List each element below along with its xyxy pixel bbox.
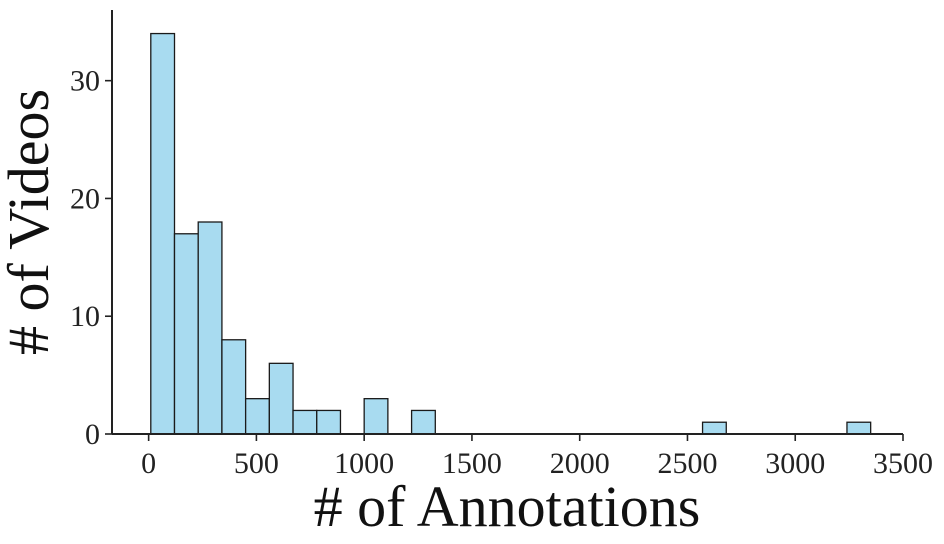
y-tick-label: 30 [70, 65, 100, 98]
y-axis-ticks: 0 10 20 30 [70, 65, 112, 451]
x-tick-label: 1000 [334, 447, 394, 480]
y-axis-label: # of Videos [0, 89, 61, 355]
histogram-bar [268, 362, 294, 435]
histogram-bars [150, 32, 872, 435]
y-tick-label: 20 [70, 182, 100, 215]
histogram-bar [410, 409, 436, 435]
x-tick-label: 500 [234, 447, 279, 480]
x-axis-label: # of Annotations [314, 474, 701, 539]
histogram-bar [197, 221, 223, 435]
x-tick-label: 1500 [442, 447, 502, 480]
histogram-bar [363, 398, 389, 435]
x-tick-label: 2000 [550, 447, 610, 480]
histogram-bar [316, 409, 342, 435]
y-tick-label: 10 [70, 300, 100, 333]
y-tick-label: 0 [85, 418, 100, 451]
histogram-bar [292, 409, 318, 435]
x-tick-label: 2500 [657, 447, 717, 480]
histogram-bar [221, 339, 247, 435]
x-tick-label: 3000 [765, 447, 825, 480]
x-axis-ticks: 0 500 1000 1500 2000 2500 3000 3500 [141, 434, 933, 480]
histogram-bar [150, 32, 176, 435]
x-tick-label: 3500 [873, 447, 933, 480]
histogram-bar [173, 233, 199, 435]
histogram-bar [701, 421, 727, 435]
x-tick-label: 0 [141, 447, 156, 480]
histogram-bar [846, 421, 872, 435]
histogram-bar [244, 398, 270, 435]
